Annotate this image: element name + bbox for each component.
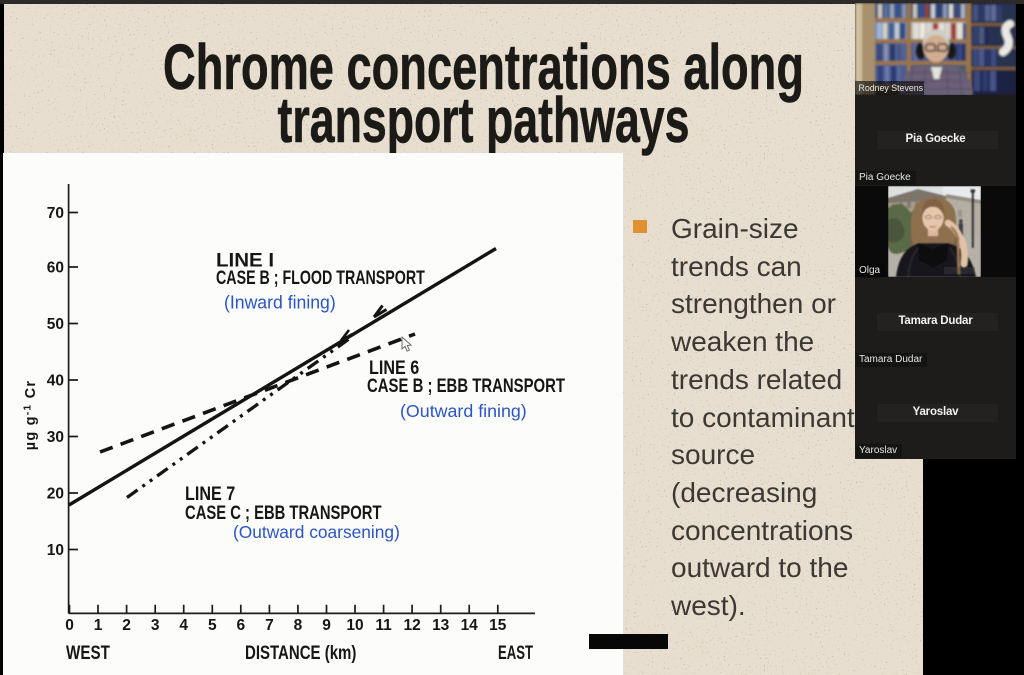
svg-text:LINE 7: LINE 7 [185,483,235,505]
svg-text:2: 2 [122,617,131,634]
svg-text:14: 14 [461,617,479,634]
svg-text:(Outward fining): (Outward fining) [400,401,527,421]
svg-text:4: 4 [179,617,188,634]
svg-text:WEST: WEST [66,641,110,663]
svg-text:50: 50 [47,316,64,333]
svg-text:0: 0 [65,617,74,634]
svg-text:µg g-1 Cr: µg g-1 Cr [22,380,40,450]
svg-text:CASE C ; EBB TRANSPORT: CASE C ; EBB TRANSPORT [185,502,382,523]
svg-text:1: 1 [94,617,103,634]
svg-text:6: 6 [236,617,245,634]
svg-text:7: 7 [265,617,274,634]
svg-text:12: 12 [403,617,420,634]
svg-text:10: 10 [47,542,64,559]
svg-text:10: 10 [346,617,363,634]
svg-text:9: 9 [322,617,331,634]
svg-text:(Outward coarsening): (Outward coarsening) [233,522,400,542]
svg-text:40: 40 [47,373,64,390]
svg-text:60: 60 [47,260,64,277]
svg-text:15: 15 [489,617,507,634]
svg-text:Chrome concentrations along: Chrome concentrations along [163,31,804,103]
svg-text:20: 20 [47,486,64,503]
svg-text:11: 11 [375,617,392,634]
svg-text:3: 3 [151,617,160,634]
svg-text:CASE B ; FLOOD TRANSPORT: CASE B ; FLOOD TRANSPORT [216,267,425,288]
svg-text:CASE B ; EBB TRANSPORT: CASE B ; EBB TRANSPORT [367,375,566,396]
svg-text:13: 13 [432,617,450,634]
svg-text:70: 70 [47,205,64,222]
svg-text:5: 5 [208,617,217,634]
svg-text:LINE 6: LINE 6 [369,357,419,379]
svg-text:(Inward fining): (Inward fining) [224,292,336,312]
svg-text:EAST: EAST [498,643,533,664]
svg-text:LINE I: LINE I [216,250,274,271]
svg-text:Rodney Stevens: Rodney Stevens [859,83,924,93]
svg-text:transport pathways: transport pathways [278,84,690,156]
svg-text:DISTANCE (km): DISTANCE (km) [245,642,356,663]
svg-text:8: 8 [294,617,303,634]
svg-text:30: 30 [47,429,64,446]
